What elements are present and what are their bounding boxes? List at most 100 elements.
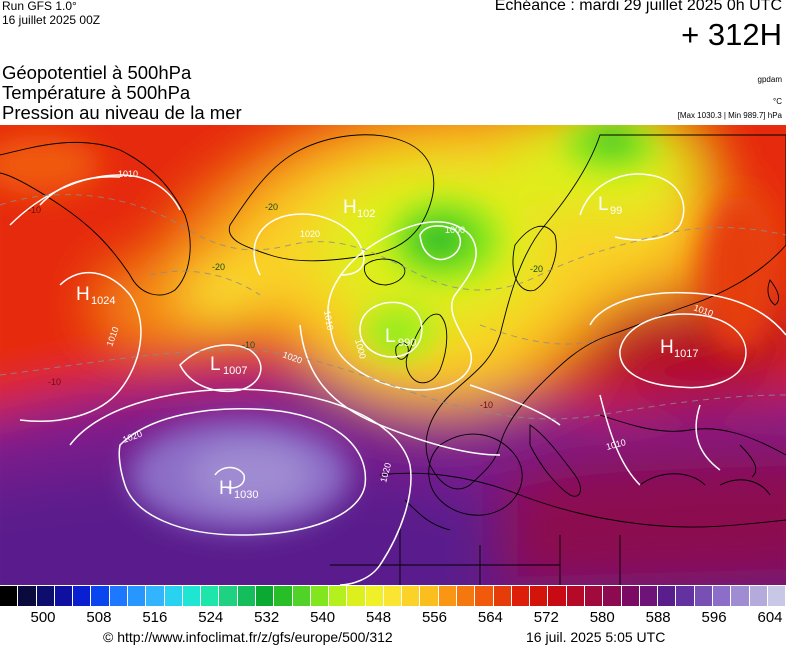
colorbar-swatch [566,586,585,606]
colorbar-tick-label: 588 [645,609,671,626]
colorbar-swatch [438,586,458,606]
colorbar-swatch [493,586,512,606]
isotherm-label: -10 [242,340,255,350]
colorbar-swatch [712,586,732,606]
colorbar-swatch [292,586,311,606]
colorbar-tick-label: 596 [701,609,727,626]
colorbar-swatch [255,586,275,606]
colorbar-tick-label: 500 [30,609,56,626]
svg-text:99: 99 [610,205,622,217]
colorbar-swatch [639,586,659,606]
colorbar-swatch [91,586,110,606]
colorbar-swatch [694,586,713,606]
colorbar-swatch [548,586,567,606]
pressure-center-high-greenland: H 102 [343,197,375,220]
colorbar-tick-labels: 500 508 516 524 532 540 548 556 564 572 580 588 596 6… [0,609,786,627]
pressure-center-low-north-sea: L 990 [385,326,416,349]
isobar-label: 1010 [118,169,138,179]
svg-text:L: L [210,354,221,375]
colorbar-swatch [127,586,147,606]
unit-temperature: °C [773,97,782,106]
colorbar-swatch [731,586,750,606]
unit-geopotential: gpdam [757,75,782,84]
field-label-pressure: Pression au niveau de la mer [2,102,242,123]
svg-text:1030: 1030 [234,489,258,501]
weather-map: H 1024 L 1007 H 1030 L 990 H 102 H 1017 [0,125,786,585]
colorbar-swatch [201,586,220,606]
svg-text:1024: 1024 [91,295,115,307]
colorbar-tick-label: 580 [589,609,615,626]
colorbar-swatch [0,586,19,606]
svg-text:102: 102 [357,208,375,220]
svg-text:L: L [598,194,609,215]
svg-text:L: L [385,326,396,347]
svg-text:H: H [219,478,233,499]
svg-text:H: H [660,337,674,358]
forecast-horizon: + 312H [681,17,782,52]
colorbar-swatch [109,586,128,606]
run-date: 16 juillet 2025 00Z [2,13,101,27]
pressure-center-low-scandinavia: L 99 [598,194,622,217]
isotherm-label: -10 [480,400,493,410]
colorbar-swatch [658,586,677,606]
colorbar-tick-label: 572 [533,609,559,626]
colorbar-tick-label: 548 [366,609,392,626]
pressure-center-low-atlantic: L 1007 [210,354,247,377]
run-title: Run GFS 1.0° [2,0,77,13]
colorbar-swatch [767,586,786,606]
isobar-label: 1010 [322,310,335,331]
colorbar-swatch [36,586,55,606]
pressure-center-high-azores: H 1030 [219,478,258,501]
colorbar-swatch [530,586,549,606]
colorbar-tick-label: 604 [757,609,783,626]
colorbar-swatch [219,586,238,606]
colorbar-swatch [73,586,92,606]
colorbar-tick-label: 564 [477,609,503,626]
colorbar-tick-label: 516 [142,609,168,626]
pressure-centers: H 1024 L 1007 H 1030 L 990 H 102 H 1017 [76,194,698,501]
svg-text:1007: 1007 [223,365,247,377]
colorbar-swatch [475,586,494,606]
svg-text:H: H [343,197,357,218]
isobars [9,173,786,585]
colorbar [0,586,786,606]
colorbar-tick-label: 540 [310,609,336,626]
unit-pressure: [Max 1030.3 | Min 989.7] hPa [677,111,782,120]
colorbar-swatch [274,586,293,606]
forecast-valid-time: Echéance : mardi 29 juillet 2025 0h UTC [494,0,782,14]
colorbar-swatch [310,586,330,606]
isobar-label: 1020 [300,229,320,239]
colorbar-swatch [511,586,531,606]
colorbar-swatch [585,586,604,606]
colorbar-swatch [164,586,183,606]
svg-text:990: 990 [398,337,416,349]
colorbar-swatch [365,586,384,606]
colorbar-swatch [457,586,476,606]
colorbar-swatch [621,586,640,606]
weather-map-canvas: H 1024 L 1007 H 1030 L 990 H 102 H 1017 [0,125,786,585]
source-credit: © http://www.infoclimat.fr/z/gfs/europe/… [103,629,393,645]
colorbar-swatch [676,586,695,606]
colorbar-swatch [329,586,348,606]
field-label-geopotential: Géopotentiel à 500hPa [2,62,192,83]
isobar-label: 1000 [445,225,465,235]
field-label-temperature: Température à 500hPa [2,82,191,103]
colorbar-tick-label: 508 [86,609,112,626]
colorbar-swatch [383,586,403,606]
isotherm-label: -20 [212,262,225,272]
coastlines [0,134,786,585]
colorbar-swatch [146,586,165,606]
colorbar-swatch [347,586,366,606]
colorbar-swatch [402,586,421,606]
colorbar-swatch [749,586,768,606]
colorbar-swatch [54,586,74,606]
colorbar-swatch [182,586,202,606]
pressure-center-high-atlantic: H 1024 [76,284,115,307]
colorbar-tick-label: 524 [198,609,224,626]
generation-time: 16 juil. 2025 5:05 UTC [526,629,666,645]
isotherms [0,194,786,420]
isotherm-label: -20 [265,202,278,212]
colorbar-swatch [420,586,439,606]
isotherm-label: -10 [48,377,61,387]
isotherm-label: -10 [28,205,41,215]
